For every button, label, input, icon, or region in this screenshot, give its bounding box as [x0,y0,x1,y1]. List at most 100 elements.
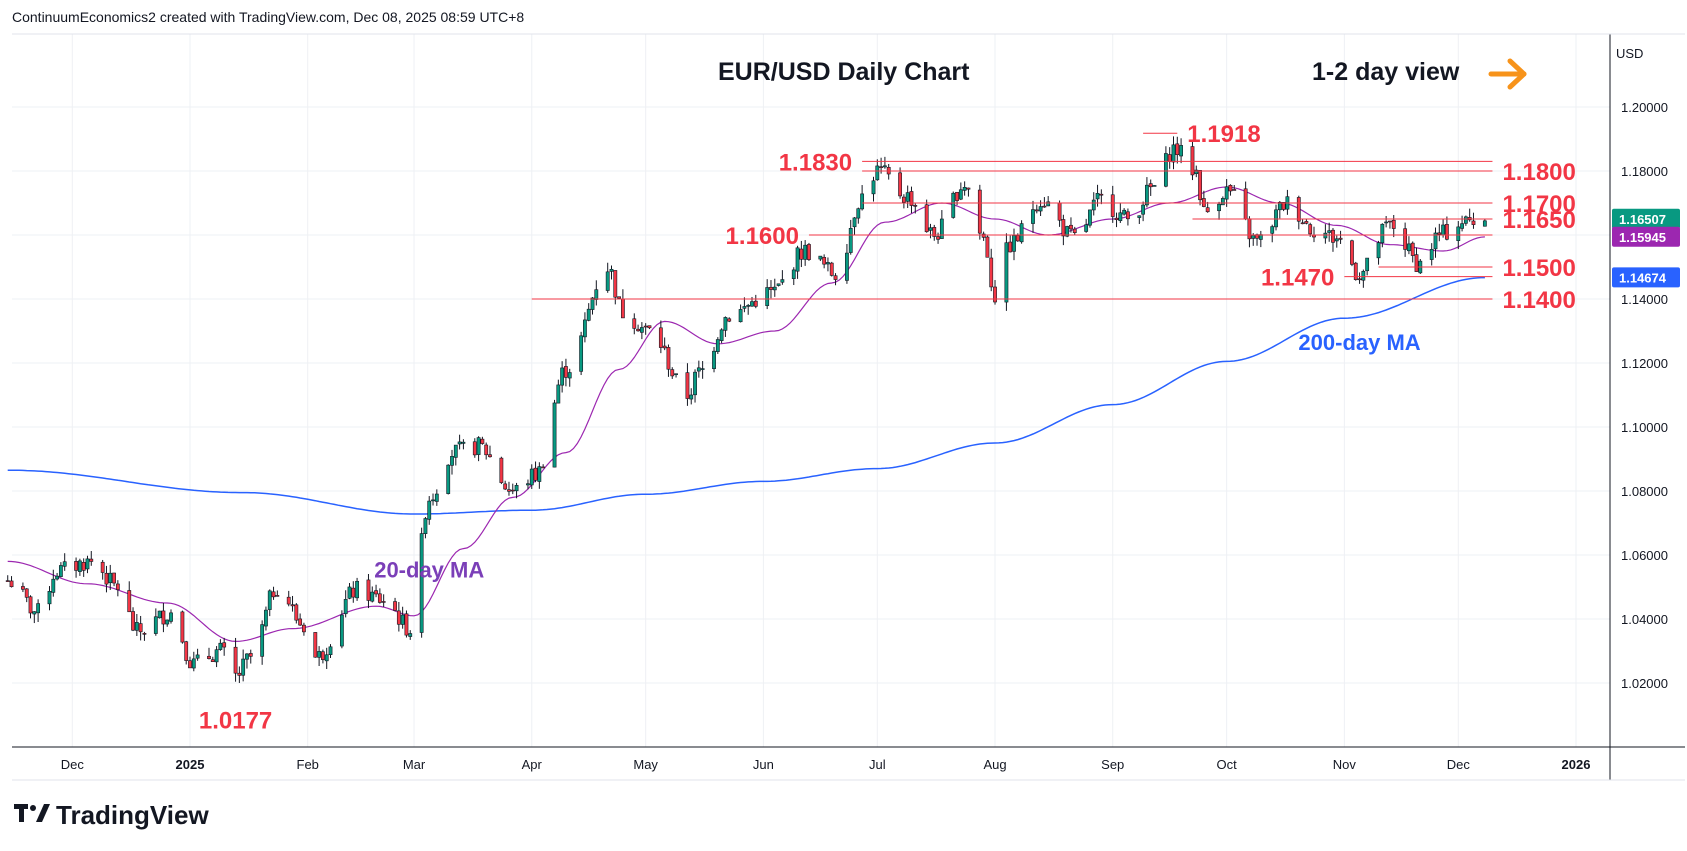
candle-body [431,499,435,502]
candle-body [696,367,701,372]
candle-body [408,633,413,637]
candle-body [776,283,781,286]
candle-body [769,286,773,290]
candle-body [503,483,508,490]
candle-body [476,437,481,455]
ma20-line [7,186,1485,643]
tradingview-logo[interactable]: TradingView [14,800,209,831]
x-tick-label: Nov [1333,757,1357,772]
candle-body [100,561,105,573]
y-tick-label: 1.02000 [1621,676,1668,691]
candle-body [510,489,515,492]
candle-body [28,596,33,614]
candle-body [1084,224,1089,232]
candle-body [829,262,834,276]
candle-body [526,483,530,486]
candle-body [499,457,504,483]
chart-grid [12,34,1610,747]
candle-body [191,658,196,669]
candle-body [1444,224,1449,240]
candle-body [484,444,489,456]
candle-body [791,269,796,279]
candle-body [1088,209,1092,226]
candle-body [1217,203,1221,212]
candle-body [1038,206,1043,212]
candle-body [742,306,747,309]
candle-body [245,653,249,660]
candle-body [241,658,246,676]
candle-body [537,466,542,482]
candle-body [169,612,173,622]
candle-body [1034,209,1039,212]
candle-body [552,402,557,468]
candle-body [818,255,823,260]
candle-body [32,611,37,615]
x-tick-label: Mar [403,757,426,772]
candle-body [1365,257,1370,272]
candle-body [9,580,14,588]
price-badge-label: 1.14674 [1619,270,1667,285]
candle-body [989,257,994,288]
candle-body [313,632,318,658]
candle-body [662,345,667,349]
chart-axes: 1.200001.180001.160001.140001.120001.100… [12,33,1685,781]
candle-body [381,601,386,603]
candle-body [1277,201,1282,211]
candle-body [1122,209,1127,215]
candle-body [1152,185,1157,187]
candle-body [267,590,272,610]
candle-body [138,623,143,633]
candle-body [955,191,959,201]
level-label: 1.1500 [1502,255,1575,282]
candle-body [848,228,853,253]
candle-body [434,493,439,502]
level-label: 1.1650 [1502,207,1575,234]
chart-annotations: 1.0177 20-day MA 200-day MA [199,330,1421,734]
candle-body [1437,232,1442,235]
candle-body [1148,183,1153,188]
x-tick-label: May [633,757,658,772]
ma200-line [7,276,1485,515]
candle-body [962,186,967,191]
candle-body [85,558,90,570]
candle-body [1061,219,1066,237]
candle-body [36,603,41,614]
candle-body [1099,193,1104,196]
candle-body [400,614,405,625]
candle-body [55,575,59,580]
candle-body [1331,229,1335,243]
candle-body [195,654,200,659]
tradingview-brand: TradingView [56,800,209,830]
y-tick-label: 1.18000 [1621,164,1668,179]
candle-body [81,562,86,571]
candle-body [909,191,914,206]
candle-body [275,595,280,597]
candle-body [951,192,956,218]
candle-body [1015,235,1020,242]
level-label: 1.1470 [1261,265,1334,292]
candle-body [1456,226,1461,241]
candle-body [670,369,675,377]
candle-body [852,217,857,228]
candle-body [115,583,120,591]
x-tick-label: 2025 [176,757,205,772]
candle-body [233,646,238,674]
candle-body [901,196,906,203]
x-tick-label: Dec [61,757,85,772]
candle-body [58,565,63,577]
candle-body [564,366,568,378]
candle-body [351,587,356,598]
candle-body [556,384,561,404]
candle-body [1388,220,1392,223]
candle-body [157,610,162,619]
candle-body [1338,237,1343,240]
price-badge [1612,267,1680,288]
candle-body [871,180,876,195]
candle-body [693,371,697,396]
candle-body [1095,193,1100,200]
candle-body [286,596,291,605]
chart-title: EUR/USD Daily Chart [718,58,970,86]
candle-body [507,489,511,492]
